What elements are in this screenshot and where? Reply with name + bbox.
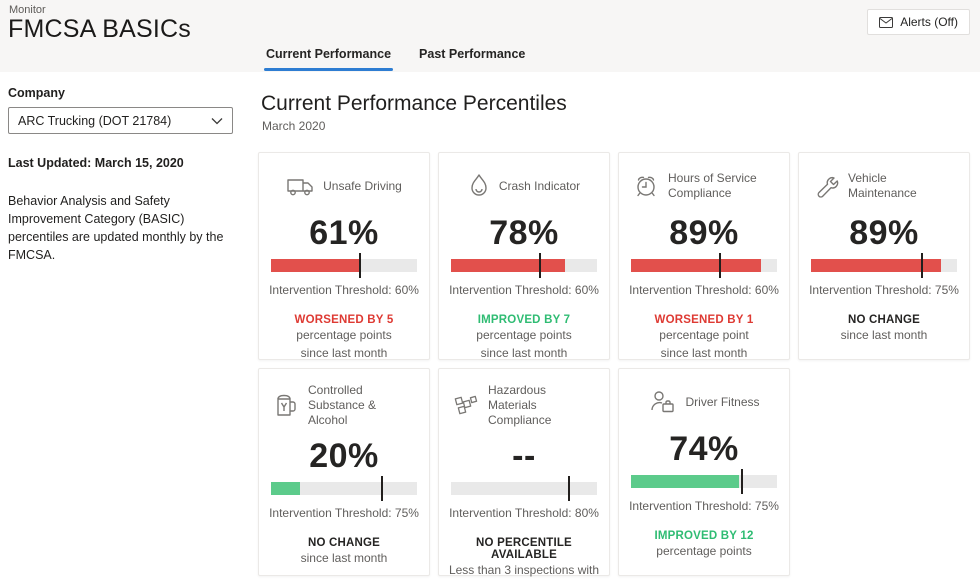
threshold-label: Intervention Threshold: 75%: [629, 499, 779, 513]
flame-icon: [468, 173, 490, 199]
change-line: since last month: [660, 345, 748, 360]
bar-fill: [631, 475, 740, 488]
threshold-label: Intervention Threshold: 75%: [809, 283, 959, 297]
alerts-button[interactable]: Alerts (Off): [867, 9, 970, 35]
basic-card-vehicle-maintenance: Vehicle Maintenance 89% Intervention Thr…: [798, 152, 970, 360]
change-line: since last month: [840, 328, 928, 342]
percentile-bar: [271, 476, 417, 501]
change-headline: NO PERCENTILE AVAILABLE: [476, 537, 572, 561]
section-subtitle: March 2020: [262, 119, 326, 133]
card-label: Hours of Service Compliance: [668, 171, 757, 200]
percentile-bar: [631, 469, 777, 494]
packages-icon: [453, 394, 479, 418]
bar-fill: [271, 482, 301, 495]
threshold-label: Intervention Threshold: 75%: [269, 506, 419, 520]
driver-icon: [648, 389, 676, 415]
card-label: Crash Indicator: [498, 178, 581, 193]
alarm-clock-icon: [633, 173, 659, 199]
tab-past-performance[interactable]: Past Performance: [405, 36, 539, 72]
percentile-value: 78%: [489, 214, 559, 252]
change-line: percentage points: [476, 328, 572, 342]
threshold-label: Intervention Threshold: 60%: [629, 283, 779, 297]
wrench-icon: [813, 173, 839, 199]
percentile-bar: [451, 476, 597, 501]
change-headline: NO CHANGE: [307, 537, 381, 549]
last-updated-text: Last Updated: March 15, 2020: [8, 156, 184, 170]
page-title: FMCSA BASICs: [8, 15, 191, 43]
bar-fill: [811, 259, 941, 272]
tab-label: Past Performance: [419, 47, 526, 61]
tab-label: Current Performance: [266, 47, 392, 61]
chevron-down-icon: [211, 117, 223, 125]
percentile-value: --: [512, 437, 536, 475]
threshold-label: Intervention Threshold: 60%: [449, 283, 599, 297]
threshold-tick: [740, 469, 743, 494]
percentile-bar: [271, 253, 417, 278]
percentile-bar: [451, 253, 597, 278]
change-line: since last month: [300, 345, 388, 360]
change-line: percentage points: [296, 328, 392, 342]
envelope-icon: [879, 16, 894, 28]
bar-fill: [271, 259, 361, 272]
threshold-tick: [567, 476, 570, 501]
breadcrumb: Monitor: [9, 4, 46, 16]
percentile-value: 89%: [849, 214, 919, 252]
company-label: Company: [8, 86, 65, 100]
company-select-value: ARC Trucking (DOT 21784): [18, 113, 172, 128]
change-headline: IMPROVED BY 12: [654, 530, 754, 542]
change-line: since last month: [300, 551, 388, 565]
change-headline: WORSENED BY 5: [294, 314, 394, 326]
threshold-label: Intervention Threshold: 80%: [449, 506, 599, 520]
truck-icon: [286, 175, 314, 197]
percentile-value: 89%: [669, 214, 739, 252]
threshold-label: Intervention Threshold: 60%: [269, 283, 419, 297]
threshold-tick: [538, 253, 541, 278]
change-headline: IMPROVED BY 7: [477, 314, 571, 326]
change-headline: WORSENED BY 1: [654, 314, 754, 326]
app-header: Monitor FMCSA BASICs Alerts (Off) Curren…: [0, 0, 980, 72]
card-label: Hazardous Materials Compliance: [488, 383, 552, 427]
section-title: Current Performance Percentiles: [261, 92, 567, 115]
tab-bar: Current Performance Past Performance: [252, 36, 539, 72]
alerts-button-label: Alerts (Off): [900, 15, 958, 29]
change-headline: NO CHANGE: [847, 314, 921, 326]
percentile-value: 74%: [669, 430, 739, 468]
change-line: Less than 3 inspections with: [448, 563, 600, 577]
basic-card-unsafe-driving: Unsafe Driving 61% Intervention Threshol…: [258, 152, 430, 360]
card-label: Unsafe Driving: [323, 178, 402, 193]
company-select[interactable]: ARC Trucking (DOT 21784): [8, 107, 233, 134]
threshold-tick: [920, 253, 923, 278]
card-label: Driver Fitness: [685, 394, 760, 409]
card-label: Vehicle Maintenance: [848, 171, 917, 200]
basic-card-driver-fitness: Driver Fitness 74% Intervention Threshol…: [618, 368, 790, 576]
bar-fill: [631, 259, 761, 272]
threshold-tick: [718, 253, 721, 278]
threshold-tick: [380, 476, 383, 501]
bar-fill: [451, 259, 565, 272]
percentile-value: 20%: [309, 437, 379, 475]
change-line: percentage point: [659, 328, 749, 342]
percentile-bar: [631, 253, 777, 278]
beer-mug-icon: [273, 393, 299, 419]
basic-card-controlled-substance: Controlled Substance & Alcohol 20% Inter…: [258, 368, 430, 576]
sidebar: Company ARC Trucking (DOT 21784) Last Up…: [8, 86, 236, 265]
card-label: Controlled Substance & Alcohol: [308, 383, 377, 427]
basics-card-grid: Unsafe Driving 61% Intervention Threshol…: [258, 152, 970, 577]
basic-card-hazardous-materials: Hazardous Materials Compliance -- Interv…: [438, 368, 610, 577]
percentile-bar: [811, 253, 957, 278]
percentile-value: 61%: [309, 214, 379, 252]
threshold-tick: [358, 253, 361, 278]
basic-card-crash-indicator: Crash Indicator 78% Intervention Thresho…: [438, 152, 610, 360]
change-line: since last month: [480, 345, 568, 360]
basic-description-text: Behavior Analysis and Safety Improvement…: [8, 194, 224, 263]
tab-current-performance[interactable]: Current Performance: [252, 36, 405, 72]
basic-card-hours-of-service: Hours of Service Compliance 89% Interven…: [618, 152, 790, 360]
